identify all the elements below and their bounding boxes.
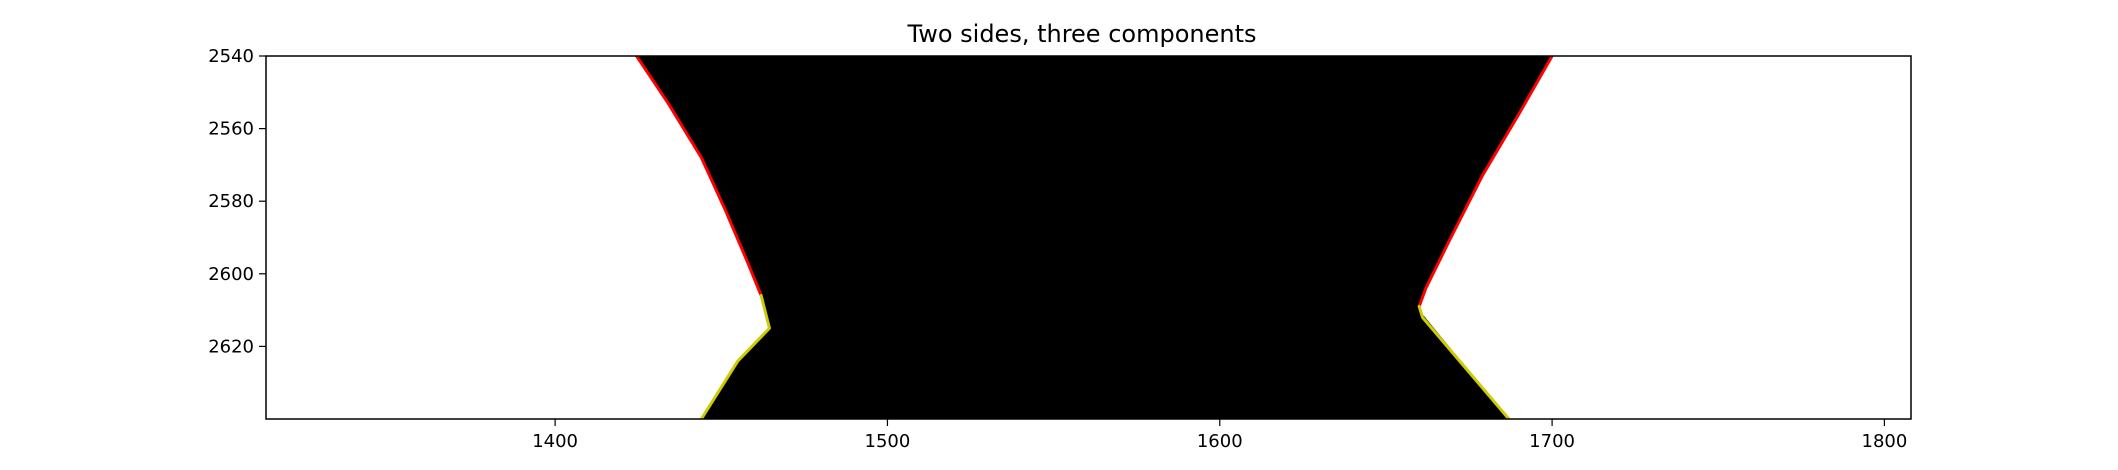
axes-frame bbox=[265, 55, 1912, 420]
series-line-1 bbox=[635, 56, 763, 298]
x-tick-label-1500: 1500 bbox=[865, 431, 911, 452]
series-layer bbox=[635, 56, 1554, 419]
series-line-2 bbox=[699, 294, 771, 419]
y-tick-label-2540: 2540 bbox=[208, 46, 254, 67]
filled-region bbox=[636, 56, 1553, 419]
axes-layer: 1400 1500 1600 1700 1800 2540 2560 2580 2600 2620 bbox=[208, 46, 1912, 452]
x-tick-label-1600: 1600 bbox=[1197, 431, 1243, 452]
y-tick-label-2560: 2560 bbox=[208, 119, 254, 140]
x-tick-label-1800: 1800 bbox=[1862, 431, 1908, 452]
plot-area bbox=[266, 56, 1911, 419]
x-tick-label-1700: 1700 bbox=[1529, 431, 1575, 452]
y-tick-label-2620: 2620 bbox=[208, 336, 254, 357]
y-tick-label-2600: 2600 bbox=[208, 264, 254, 285]
y-tick-label-2580: 2580 bbox=[208, 191, 254, 212]
series-line-3 bbox=[1417, 56, 1554, 308]
series-line-4 bbox=[1417, 304, 1511, 419]
x-tick-label-1400: 1400 bbox=[532, 431, 578, 452]
chart-title: Two sides, three components bbox=[907, 20, 1257, 48]
